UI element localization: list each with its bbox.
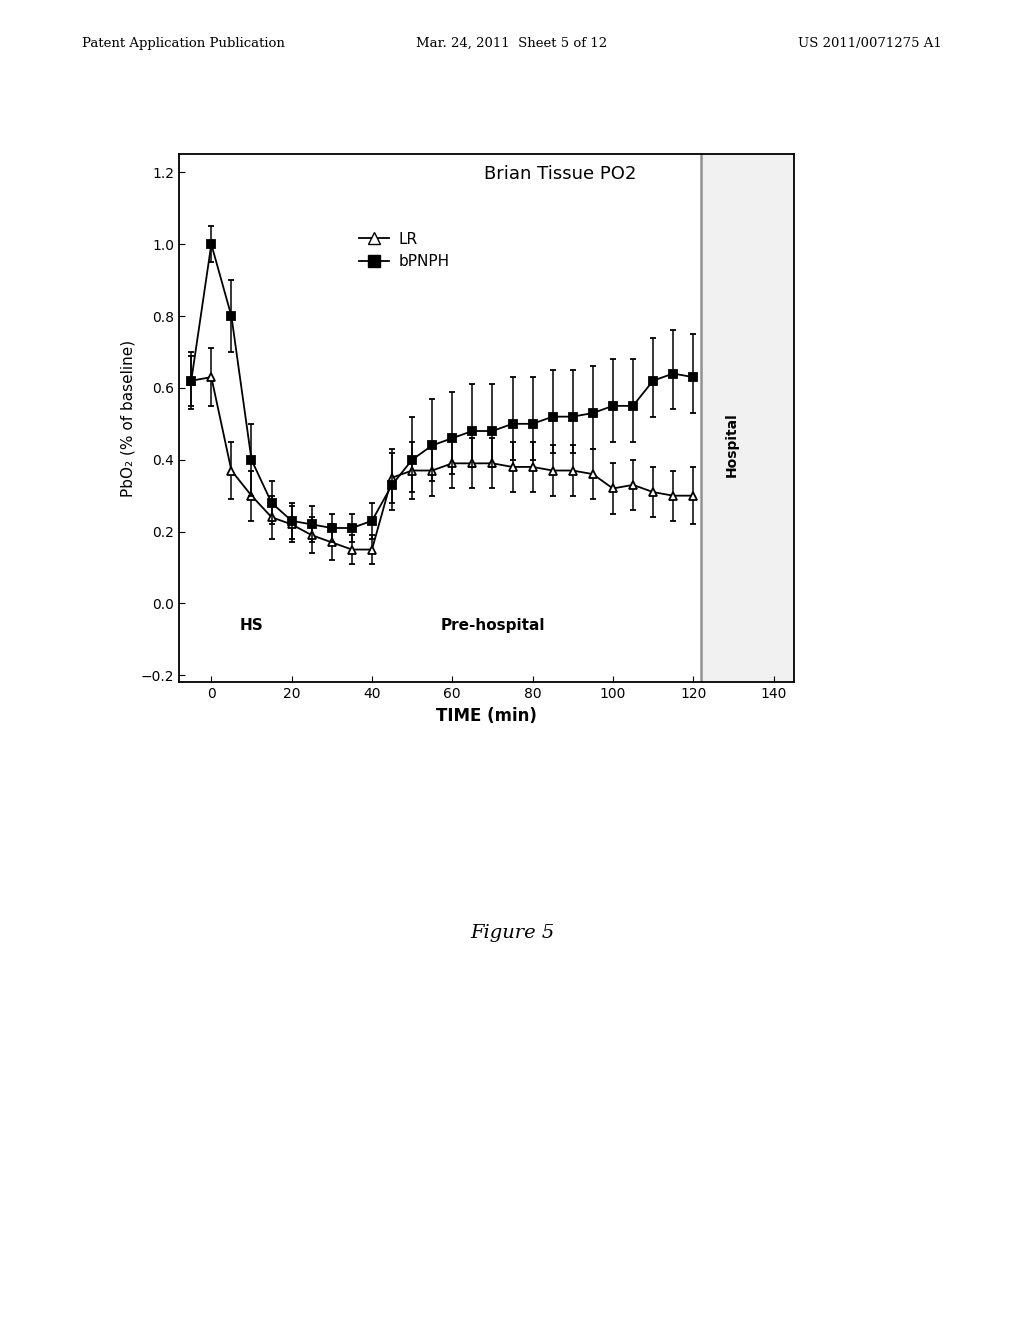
- Text: Hospital: Hospital: [725, 412, 739, 478]
- X-axis label: TIME (min): TIME (min): [436, 706, 537, 725]
- Legend: LR, bPNPH: LR, bPNPH: [352, 226, 456, 276]
- Text: Brian Tissue PO2: Brian Tissue PO2: [484, 165, 636, 183]
- Bar: [701, 154, 794, 682]
- Text: US 2011/0071275 A1: US 2011/0071275 A1: [799, 37, 942, 50]
- Y-axis label: PbO₂ (% of baseline): PbO₂ (% of baseline): [120, 339, 135, 498]
- Text: HS: HS: [240, 618, 263, 632]
- Text: Patent Application Publication: Patent Application Publication: [82, 37, 285, 50]
- Text: Pre-hospital: Pre-hospital: [440, 618, 545, 632]
- Text: Figure 5: Figure 5: [470, 924, 554, 942]
- Text: Mar. 24, 2011  Sheet 5 of 12: Mar. 24, 2011 Sheet 5 of 12: [417, 37, 607, 50]
